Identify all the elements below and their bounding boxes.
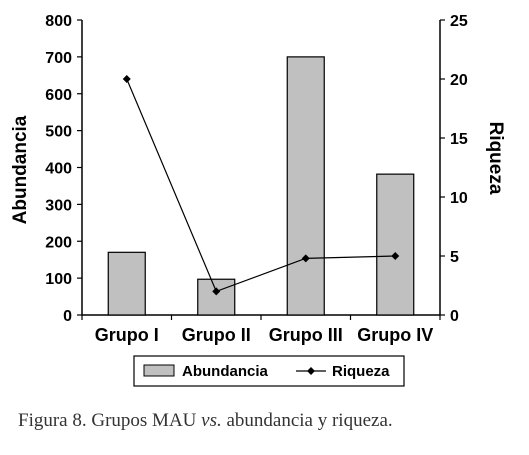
y-tick-label: 700: [45, 50, 72, 67]
y-tick-label: 600: [45, 87, 72, 104]
y-tick-label: 400: [45, 161, 72, 178]
bar-3: [286, 56, 325, 316]
bars-layer: [107, 56, 415, 316]
legend-riqueza: Riqueza: [332, 363, 390, 380]
legend-line-marker: [307, 367, 315, 375]
caption-vs: vs.: [201, 410, 222, 431]
y-tick-label: 300: [45, 197, 72, 214]
y2-tick-label: 10: [450, 190, 468, 207]
y-tick-label: 200: [45, 234, 72, 251]
bar-2: [197, 278, 236, 316]
bar-4: [376, 173, 415, 316]
y-tick-label: 100: [45, 271, 72, 288]
legend-abundancia: Abundancia: [182, 363, 268, 380]
y2-tick-label: 15: [450, 131, 468, 148]
x-tick-label: Grupo I: [95, 325, 159, 345]
bar-1: [107, 251, 146, 316]
riqueza-point-2: [212, 287, 221, 296]
riqueza-line: [126, 78, 396, 293]
legend: Abundancia Riqueza: [133, 355, 405, 387]
riqueza-point-1: [122, 75, 131, 83]
y-tick-label: 500: [45, 124, 72, 141]
y2-tick-label: 5: [450, 249, 459, 266]
riqueza-point-3: [301, 254, 310, 263]
x-tick-label: Grupo IV: [357, 325, 433, 345]
figure-caption: Figura 8. Grupos MAU vs. abundancia y ri…: [18, 410, 523, 432]
x-tick-label: Grupo II: [182, 325, 251, 345]
y-tick-label: 800: [45, 13, 72, 30]
legend-bar-swatch: [143, 364, 175, 377]
left-ticks: 0 100 200 300 400 500 600 700 800: [45, 13, 82, 325]
x-tick-label: Grupo III: [269, 325, 343, 345]
x-tick-labels: Grupo I Grupo II Grupo III Grupo IV: [81, 315, 441, 345]
y2-tick-label: 25: [450, 13, 468, 30]
riqueza-point-4: [391, 252, 400, 260]
right-ticks: 0 5 10 15 20 25: [440, 13, 468, 325]
y2-axis-label: Riqueza: [485, 122, 506, 195]
y2-tick-label: 20: [450, 72, 468, 89]
y-tick-label: 0: [63, 308, 72, 325]
caption-prefix: Figura 8. Grupos MAU: [18, 410, 202, 431]
caption-suffix: abundancia y riqueza.: [221, 410, 393, 431]
y2-tick-label: 0: [450, 308, 459, 325]
riqueza-line-layer: [122, 75, 400, 296]
y-axis-label: Abundancia: [10, 115, 31, 224]
